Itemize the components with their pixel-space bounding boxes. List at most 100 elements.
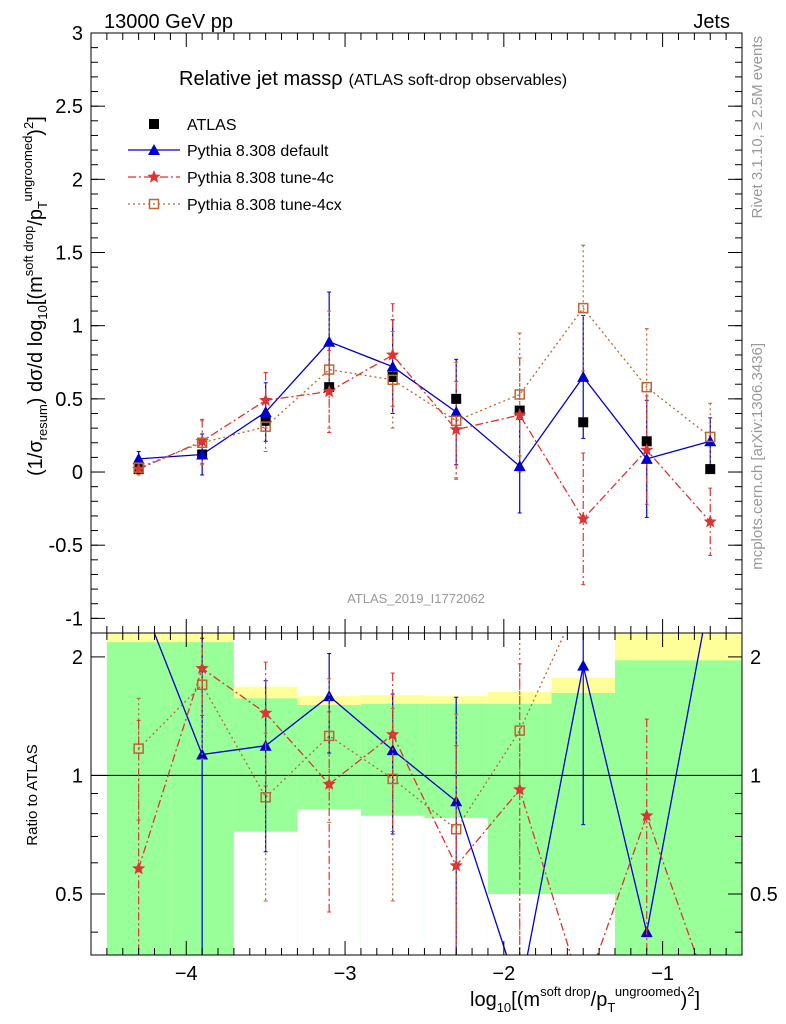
ratio-point-tune4cx <box>514 725 525 736</box>
legend: ATLAS Pythia 8.308 default Pythia 8.308 tu… <box>128 117 342 214</box>
main-point-data <box>641 436 652 447</box>
legend-marker-default <box>148 144 160 155</box>
main-point-default <box>640 452 653 464</box>
ratio-point-tune4cx <box>260 792 271 803</box>
main-point-default <box>513 460 526 472</box>
main-point-tune4cx <box>133 462 144 473</box>
main-point-tune4cx <box>260 421 271 432</box>
main-line-tune4cx <box>138 307 711 469</box>
main-point-default <box>323 335 336 347</box>
main-ytick-label: 0.5 <box>55 389 83 411</box>
ratio-point-tune4c <box>195 661 209 675</box>
main-point-tune4cx <box>514 389 525 400</box>
ratio-point-tune4cx <box>133 743 144 754</box>
ratio-ytick-label-left: 1 <box>72 765 83 787</box>
ratio-uncertainty-bands <box>91 633 742 955</box>
legend-entry-default: Pythia 8.308 default <box>128 143 329 160</box>
xtick-label: −4 <box>175 963 198 985</box>
main-ytick-label: 1.5 <box>55 243 83 265</box>
ratio-series-layer <box>132 633 704 955</box>
ratio-ytick-label-right: 2 <box>750 647 761 669</box>
main-point-default <box>196 448 209 460</box>
main-point-default <box>450 406 463 418</box>
main-series-tune4c <box>136 303 713 586</box>
main-point-tune4c <box>195 434 209 447</box>
xtick-label: −2 <box>492 963 515 985</box>
ratio-point-tune4cx <box>323 730 335 742</box>
main-point-tune4c <box>259 393 273 406</box>
main-y-axis-label: (1/σresum) dσ/d log10[(msoft drop/pTungr… <box>20 116 50 476</box>
main-series-default <box>136 291 713 518</box>
main-ytick-label: 2.5 <box>55 96 83 118</box>
main-series-tune4cx <box>136 244 713 480</box>
ratio-point-tune4cx <box>387 773 398 785</box>
main-point-data <box>451 393 462 404</box>
svg-text:(1/σresum) dσ/d log10[(msoft d: (1/σresum) dσ/d log10[(msoft drop/pTungr… <box>20 116 50 476</box>
ratio-panel-frame <box>90 632 743 956</box>
main-markers-default <box>132 335 717 472</box>
main-axis-ticks: -1 -0.5 0 0.5 1 1.5 2 2.5 3 <box>49 23 742 634</box>
rivet-version-label: Rivet 3.1.10, ≥ 2.5M events <box>749 36 766 219</box>
ratio-point-tune4c <box>640 808 654 822</box>
ratio-point-tune4cx <box>450 824 462 835</box>
main-point-data <box>705 464 716 475</box>
main-point-tune4c <box>576 511 590 525</box>
plot-title-main: Relative jet massρ <box>179 68 343 90</box>
main-point-default <box>386 360 399 372</box>
main-point-tune4c <box>449 422 463 436</box>
main-point-tune4c <box>640 443 654 456</box>
legend-marker-data <box>149 119 159 129</box>
main-markers-tune4cx <box>133 302 716 473</box>
main-point-tune4c <box>703 514 717 528</box>
ratio-point-tune4c <box>259 706 273 719</box>
main-series-layer <box>132 244 717 586</box>
ratio-point-tune4c <box>132 861 146 875</box>
ratio-ytick-label-right: 1 <box>750 765 761 787</box>
legend-entry-tune4cx: Pythia 8.308 tune-4cx <box>128 197 342 214</box>
main-ytick-label: 2 <box>72 169 83 191</box>
main-point-data <box>578 417 589 428</box>
x-axis-label: log10[(msoft drop/pTungroomed)2] <box>470 984 700 1015</box>
ratio-series-tune4cx <box>133 633 566 955</box>
main-ytick-label: 1 <box>72 316 83 338</box>
main-markers-tune4c <box>132 348 717 528</box>
ratio-axis-ticks: 0.5 0.5 1 1 2 2 −4 −3 −2 −1 <box>55 633 778 985</box>
legend-label-tune4c: Pythia 8.308 tune-4c <box>187 170 334 187</box>
ratio-point-tune4cx <box>196 679 208 690</box>
main-point-tune4c <box>513 408 527 421</box>
main-ytick-label: 3 <box>72 23 83 45</box>
header-right: Jets <box>693 11 730 33</box>
main-point-tune4cx <box>577 302 589 314</box>
main-point-tune4c <box>322 384 336 398</box>
analysis-watermark: ATLAS_2019_I1772062 <box>347 591 485 606</box>
ratio-point-tune4c <box>322 777 336 790</box>
main-ytick-label: -0.5 <box>49 535 83 557</box>
ratio-line-default <box>153 633 704 955</box>
main-ytick-label: 0 <box>72 462 83 484</box>
legend-label-default: Pythia 8.308 default <box>187 143 329 160</box>
main-point-tune4cx <box>196 437 208 449</box>
main-point-tune4c <box>386 348 400 361</box>
ratio-point-default <box>577 659 590 671</box>
legend-marker-tune4c <box>147 170 161 183</box>
header-left: 13000 GeV pp <box>104 11 233 33</box>
legend-entry-tune4c: Pythia 8.308 tune-4c <box>128 170 334 187</box>
main-point-default <box>259 406 272 418</box>
main-point-tune4c <box>132 462 146 475</box>
band-green <box>678 660 742 955</box>
ratio-ytick-label-left: 2 <box>72 647 83 669</box>
main-point-data <box>387 371 398 382</box>
main-point-tune4cx <box>323 364 335 375</box>
main-point-tune4cx <box>704 431 716 443</box>
svg-text:log10[(msoft drop/pTungroomed): log10[(msoft drop/pTungroomed)2] <box>470 984 700 1015</box>
main-line-tune4c <box>138 354 711 523</box>
legend-label-tune4cx: Pythia 8.308 tune-4cx <box>187 197 342 214</box>
main-line-default <box>138 341 711 468</box>
main-markers-data <box>133 371 716 475</box>
plot-title-sub: (ATLAS soft-drop observables) <box>349 72 567 89</box>
mcplots-label: mcplots.cern.ch [arXiv:1306.3436] <box>749 343 766 570</box>
main-point-tune4cx <box>387 374 398 386</box>
xtick-label: −1 <box>651 963 674 985</box>
main-ytick-label: -1 <box>65 608 83 630</box>
